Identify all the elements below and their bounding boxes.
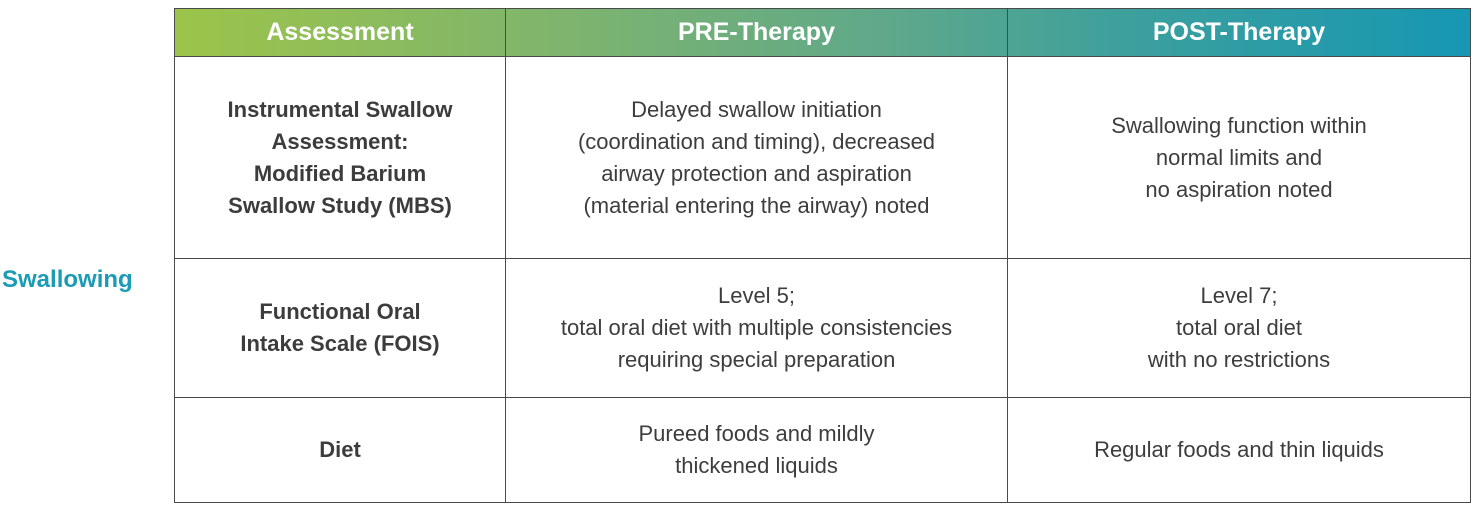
assessment-cell: Instrumental Swallow Assessment: Modifie… (174, 56, 506, 259)
pre-therapy-cell: Pureed foods and mildly thickened liquid… (505, 397, 1008, 503)
cell-line: (material entering the airway) noted (583, 192, 930, 218)
cell-line: requiring special preparation (617, 347, 896, 372)
pre-therapy-cell: Level 5; total oral diet with multiple c… (505, 258, 1008, 398)
table-row: Functional Oral Intake Scale (FOIS) Leve… (174, 258, 1471, 398)
table-row: Diet Pureed foods and mildly thickened l… (174, 397, 1471, 503)
header-pre-therapy: PRE-Therapy (505, 8, 1008, 57)
therapy-comparison-table: Assessment PRE-Therapy POST-Therapy Inst… (174, 8, 1471, 503)
assessment-cell: Diet (174, 397, 506, 503)
cell-line: Assessment: (271, 128, 409, 154)
post-therapy-cell: Regular foods and thin liquids (1007, 397, 1471, 503)
cell-line: Intake Scale (FOIS) (240, 331, 440, 356)
table-row: Instrumental Swallow Assessment: Modifie… (174, 56, 1471, 259)
cell-line: (coordination and timing), decreased (577, 128, 936, 154)
cell-line: total oral diet with multiple consistenc… (560, 315, 953, 340)
cell-line: airway protection and aspiration (601, 160, 912, 186)
cell-line: Modified Barium (253, 160, 427, 186)
header-assessment: Assessment (174, 8, 506, 57)
cell-line: normal limits and (1155, 144, 1323, 170)
cell-line: Regular foods and thin liquids (1094, 437, 1384, 462)
cell-line: with no restrictions (1147, 347, 1331, 372)
pre-therapy-cell: Delayed swallow initiation (coordination… (505, 56, 1008, 259)
cell-line: Functional Oral (259, 299, 421, 324)
header-row: Assessment PRE-Therapy POST-Therapy (174, 8, 1471, 57)
cell-line: Level 7; (1200, 283, 1278, 308)
cell-line: total oral diet (1176, 315, 1302, 340)
cell-line: Swallow Study (MBS) (228, 192, 452, 218)
header-post-therapy: POST-Therapy (1007, 8, 1471, 57)
post-therapy-cell: Swallowing function within normal limits… (1007, 56, 1471, 259)
cell-line: Swallowing function within (1111, 112, 1367, 138)
cell-line: Diet (319, 437, 361, 462)
cell-line: Pureed foods and mildly (638, 421, 875, 446)
post-therapy-cell: Level 7; total oral diet with no restric… (1007, 258, 1471, 398)
cell-line: thickened liquids (675, 453, 838, 478)
category-label: Swallowing (2, 266, 133, 293)
cell-line: Level 5; (717, 283, 796, 308)
cell-line: Instrumental Swallow (227, 96, 453, 122)
cell-line: no aspiration noted (1145, 176, 1333, 202)
cell-line: Delayed swallow initiation (631, 96, 882, 122)
assessment-cell: Functional Oral Intake Scale (FOIS) (174, 258, 506, 398)
